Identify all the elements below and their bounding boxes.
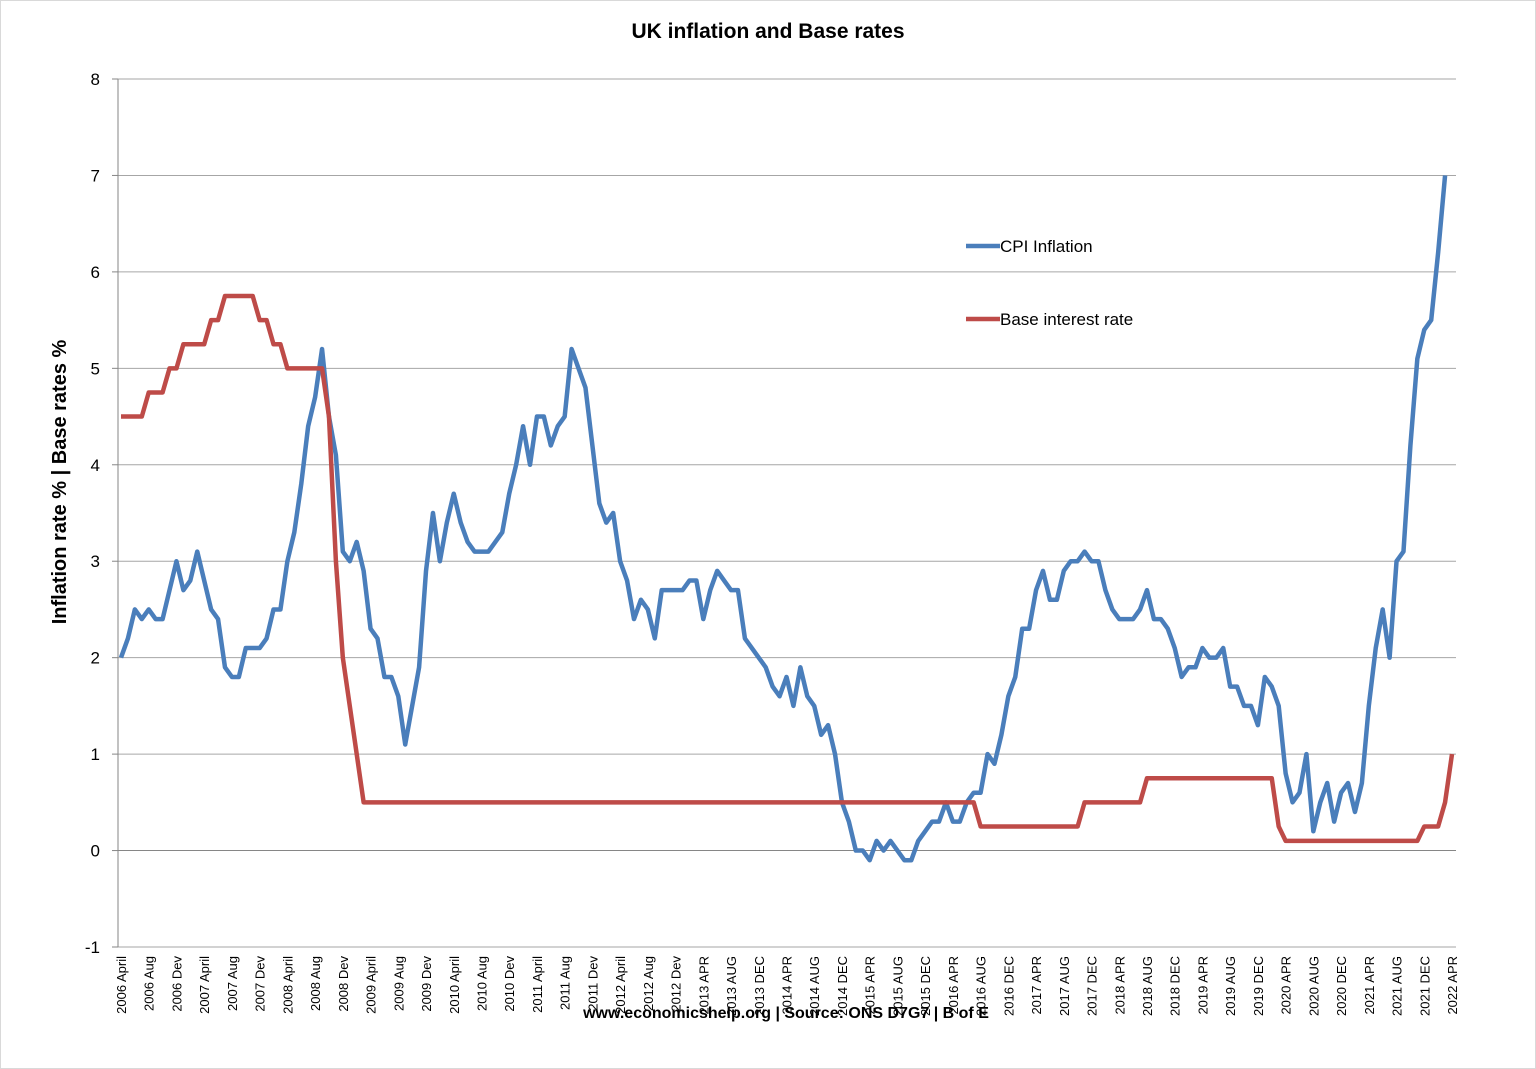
x-tick-label: 2013 DEC [752,956,767,1016]
x-tick-label: 2018 APR [1112,956,1127,1015]
x-tick-label: 2019 APR [1195,956,1210,1015]
x-tick-label: 2007 Aug [225,956,240,1011]
x-tick-label: 2013 APR [696,956,711,1015]
x-tick-label: 2006 April [114,956,129,1014]
x-tick-label: 2019 AUG [1223,956,1238,1016]
x-tick-label: 2010 Dev [502,956,517,1012]
x-tick-label: 2009 April [364,956,379,1014]
x-tick-label: 2012 Dev [669,956,684,1012]
y-tick-label: -1 [85,938,100,957]
x-tick-label: 2015 DEC [918,956,933,1016]
x-tick-label: 2016 DEC [1001,956,1016,1016]
x-tick-label: 2017 APR [1029,956,1044,1015]
x-tick-label: 2010 Aug [474,956,489,1011]
x-tick-label: 2012 April [613,956,628,1014]
chart-title: UK inflation and Base rates [631,20,904,43]
x-tick-label: 2020 AUG [1306,956,1321,1016]
y-tick-label: 2 [91,649,100,668]
x-tick-label: 2022 APR [1445,956,1460,1015]
x-tick-label: 2021 APR [1362,956,1377,1015]
x-tick-label: 2009 Dev [419,956,434,1012]
x-tick-label: 2014 DEC [835,956,850,1016]
x-tick-label: 2013 AUG [724,956,739,1016]
x-tick-label: 2018 AUG [1140,956,1155,1016]
x-tick-label: 2018 DEC [1168,956,1183,1016]
y-tick-label: 0 [91,842,100,861]
x-tick-label: 2016 APR [946,956,961,1015]
x-tick-label: 2007 Dev [253,956,268,1012]
x-tick-label: 2015 AUG [890,956,905,1016]
x-tick-label: 2009 Aug [391,956,406,1011]
legend-label: CPI Inflation [1000,237,1093,256]
series-line [118,175,1448,863]
x-tick-label: 2021 AUG [1390,956,1405,1016]
x-tick-label: 2020 DEC [1334,956,1349,1016]
x-tick-label: 2021 DEC [1417,956,1432,1016]
y-tick-label: 3 [91,552,100,571]
y-axis-title: Inflation rate % | Base rates % [49,340,71,625]
x-tick-label: 2007 April [197,956,212,1014]
x-tick-label: 2017 AUG [1057,956,1072,1016]
y-tick-label: 5 [91,359,100,378]
x-tick-label: 2010 April [447,956,462,1014]
x-tick-label: 2016 AUG [974,956,989,1016]
x-tick-label: 2019 DEC [1251,956,1266,1016]
x-tick-label: 2011 Aug [558,956,573,1010]
x-tick-label: 2006 Dev [169,956,184,1012]
legend-label: Base interest rate [1000,310,1133,329]
x-tick-label: 2008 Aug [308,956,323,1011]
x-tick-label: 2014 APR [780,956,795,1015]
x-tick-label: 2020 APR [1279,956,1294,1015]
x-tick-label: 2014 AUG [807,956,822,1016]
x-tick-label: 2008 April [280,956,295,1014]
x-tick-label: 2006 Aug [142,956,157,1011]
x-tick-label: 2015 APR [863,956,878,1015]
y-tick-label: 1 [91,745,100,764]
y-tick-label: 6 [91,263,100,282]
x-tick-label: 2017 DEC [1085,956,1100,1016]
x-tick-label: 2008 Dev [336,956,351,1012]
y-tick-label: 4 [91,456,100,475]
series-line [121,293,1455,844]
x-tick-label: 2011 Dev [585,956,600,1011]
footer: www.economicshelp.org | Source: ONS D7G7… [582,1005,989,1022]
x-tick-label: 2011 April [530,956,545,1013]
y-tick-label: 8 [91,70,100,89]
y-tick-label: 7 [91,166,100,185]
x-tick-label: 2012 Aug [641,956,656,1011]
